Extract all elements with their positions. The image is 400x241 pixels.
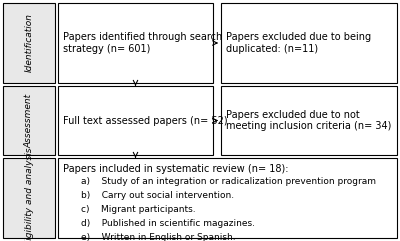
Text: Papers included in systematic review (n= 18):: Papers included in systematic review (n=… [63, 164, 288, 174]
Text: b)    Carry out social intervention.: b) Carry out social intervention. [81, 191, 234, 200]
Bar [221, 3, 397, 83]
Text: Full text assessed papers (n= 52): Full text assessed papers (n= 52) [63, 115, 228, 126]
Text: Papers excluded due to being
duplicated: (n=11): Papers excluded due to being duplicated:… [226, 32, 371, 54]
Text: d)    Published in scientific magazines.: d) Published in scientific magazines. [81, 219, 255, 228]
Text: e)    Written in English or Spanish.: e) Written in English or Spanish. [81, 233, 236, 241]
Text: Identification: Identification [24, 13, 34, 73]
Bar [221, 86, 397, 155]
Text: c)    Migrant participants.: c) Migrant participants. [81, 205, 196, 214]
Text: Eligibility and analysis: Eligibility and analysis [24, 148, 34, 241]
Text: Papers identified through search
strategy (n= 601): Papers identified through search strateg… [63, 32, 222, 54]
Bar [3, 86, 55, 155]
Text: a)    Study of an integration or radicalization prevention program: a) Study of an integration or radicaliza… [81, 177, 376, 186]
Text: Papers excluded due to not
meeting inclusion criteria (n= 34): Papers excluded due to not meeting inclu… [226, 110, 391, 131]
Bar [58, 86, 213, 155]
Bar [58, 158, 397, 238]
Bar [3, 158, 55, 238]
Bar [58, 3, 213, 83]
Text: Assessment: Assessment [24, 94, 34, 147]
Bar [3, 3, 55, 83]
